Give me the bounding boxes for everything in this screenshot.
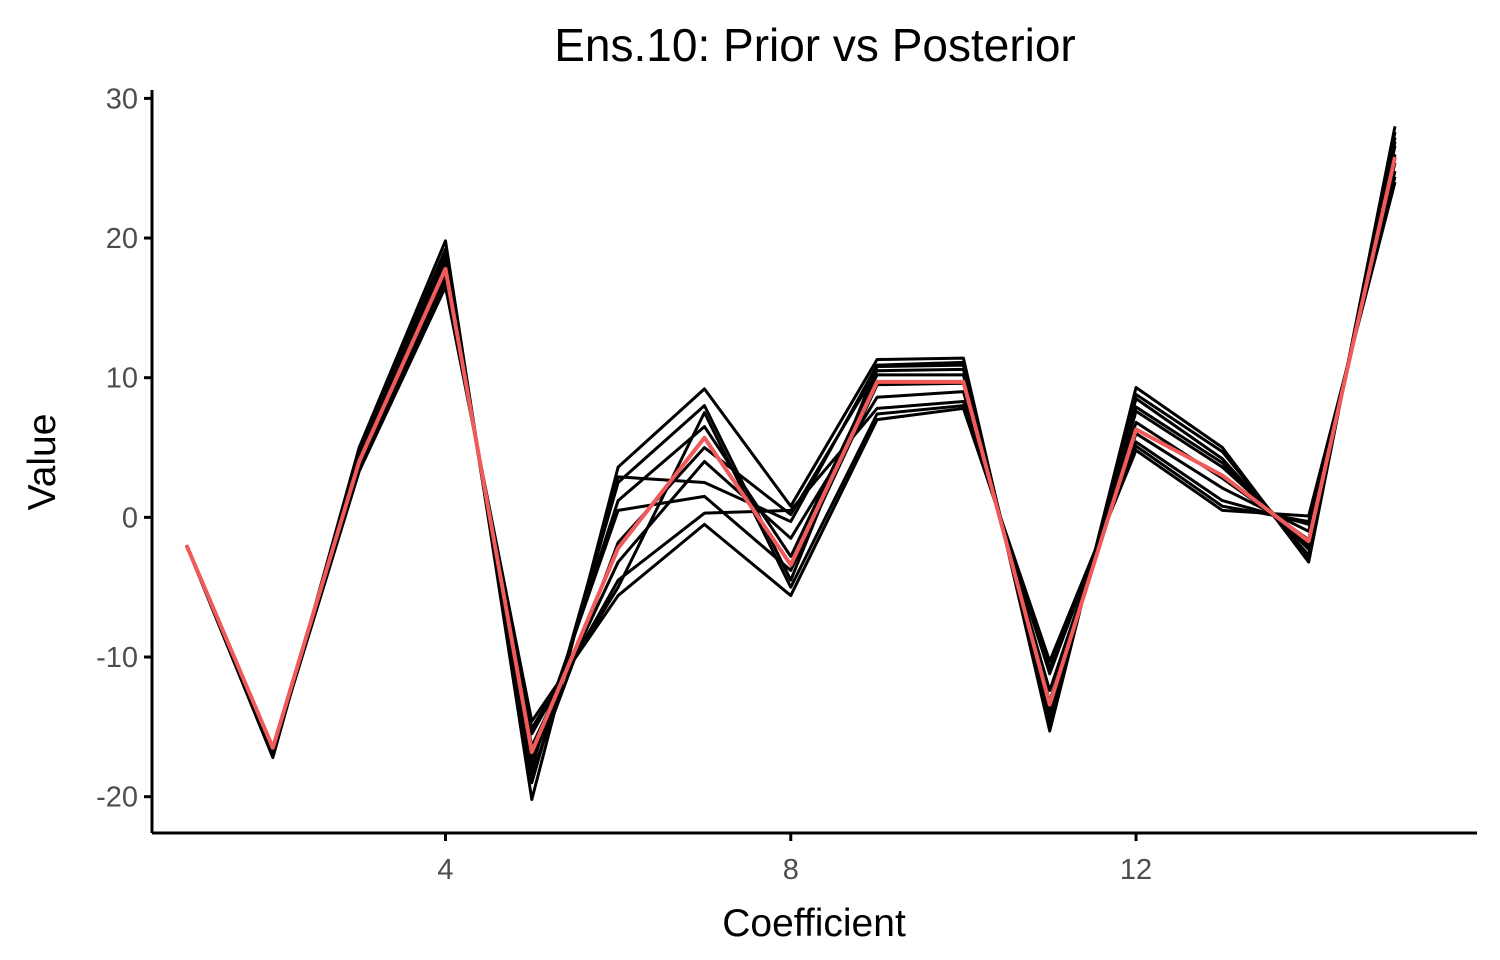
y-tick-label: 0 bbox=[122, 502, 138, 534]
y-tick-label: 30 bbox=[106, 83, 138, 115]
y-tick-label: 20 bbox=[106, 223, 138, 255]
series-line-member-1 bbox=[185, 126, 1397, 801]
posterior-mean-layer bbox=[184, 156, 1397, 754]
x-axis-title: Coefficient bbox=[722, 902, 906, 945]
y-tick-label: -10 bbox=[96, 642, 138, 674]
y-tick-label: 10 bbox=[106, 363, 138, 395]
series-line-member-8 bbox=[185, 176, 1397, 750]
x-tick-label: 8 bbox=[783, 854, 799, 886]
y-axis-title: Value bbox=[21, 414, 64, 511]
series-line-member-10 bbox=[185, 141, 1397, 775]
ensemble-members bbox=[185, 126, 1397, 801]
series-line-posterior-mean bbox=[184, 156, 1397, 754]
y-axis-ticks: -20 -10 0 10 20 30 bbox=[96, 83, 152, 814]
series-line-member-2 bbox=[185, 181, 1397, 754]
x-tick-label: 4 bbox=[437, 854, 453, 886]
x-axis-ticks: 4 8 12 bbox=[437, 833, 1152, 886]
y-tick-label: -20 bbox=[96, 782, 138, 814]
x-tick-label: 12 bbox=[1120, 854, 1152, 886]
series-line-member-7 bbox=[185, 131, 1397, 783]
chart-title: Ens.10: Prior vs Posterior bbox=[554, 19, 1076, 71]
